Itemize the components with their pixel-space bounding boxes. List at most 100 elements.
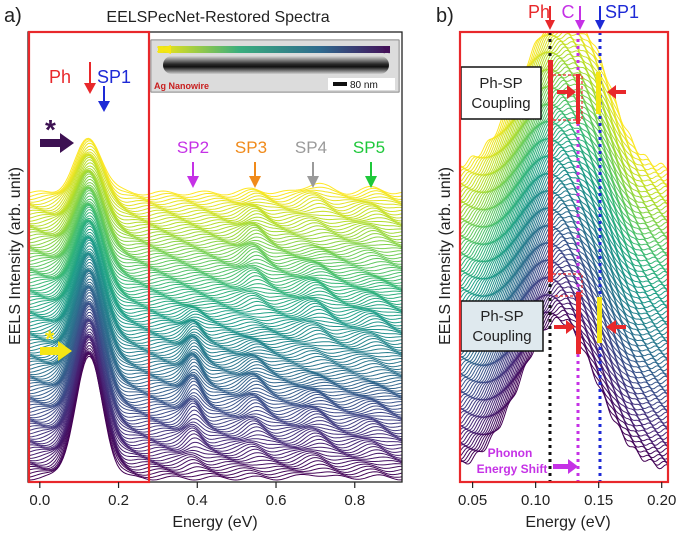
panel-a-title: EELSPecNet-Restored Spectra	[106, 9, 329, 26]
spectrum-b-56	[460, 161, 668, 316]
coupling-label-lower-line2: Coupling	[472, 328, 531, 345]
spectrum-a-99	[28, 173, 402, 244]
spectrum-a-16	[28, 328, 402, 443]
panel-a-x-axis: 0.0 0.2 0.4 0.6 0.8	[29, 482, 365, 509]
spectrum-a-44	[28, 275, 402, 376]
spectrum-a-13	[28, 335, 402, 450]
spectrum-a-86	[28, 201, 402, 275]
spectrum-a-88	[28, 195, 402, 270]
spectrum-a-119	[28, 137, 402, 196]
scan-path-gradient	[158, 46, 390, 53]
panel-b-y-label: EELS Intensity (arb. unit)	[437, 167, 454, 345]
spectrum-b-100	[460, 38, 668, 195]
upper-ph-marker	[576, 74, 580, 124]
spectrum-a-49	[28, 268, 402, 363]
spectrum-a-4	[28, 351, 402, 471]
spectrum-a-96	[28, 182, 402, 251]
shift-arrow-head	[568, 459, 578, 474]
spectrum-a-75	[28, 219, 402, 301]
spectrum-a-9	[28, 339, 402, 459]
panel-b-x-axis: 0.05 0.10 0.15 0.20	[458, 482, 676, 509]
spectrum-b-49	[460, 180, 668, 336]
spectrum-a-69	[28, 231, 402, 316]
x-tick-label: 0.2	[108, 492, 129, 509]
spectrum-a-62	[28, 242, 402, 333]
upper-sp-marker	[596, 72, 601, 114]
spectrum-a-42	[28, 281, 402, 380]
shift-label-line1: Phonon	[488, 446, 533, 460]
ph-arrow-b	[545, 6, 555, 30]
sp1-label-b: SP1	[605, 2, 639, 22]
sp5-label: SP5	[353, 138, 385, 157]
panel-b-peak-annotations: Ph C SP1	[528, 2, 639, 30]
spectrum-b-12	[460, 283, 668, 437]
spectrum-a-70	[28, 228, 402, 313]
spectrum-b-97	[460, 46, 668, 205]
coupling-label-lower-line1: Ph-SP	[480, 308, 523, 325]
c-arrow-b	[575, 6, 585, 30]
scan-start-arrow	[159, 45, 171, 54]
spectrum-a-79	[28, 212, 402, 292]
lower-sp-marker	[597, 297, 602, 343]
spectrum-a-111	[28, 153, 402, 215]
x-tick-label: 0.10	[521, 492, 550, 509]
sp3-arrow	[249, 162, 261, 188]
spectrum-a-5	[28, 350, 402, 469]
spectrum-b-104	[460, 32, 668, 185]
spectrum-a-107	[28, 159, 402, 225]
spectrum-a-18	[28, 322, 402, 438]
spectrum-a-80	[28, 209, 402, 289]
spectrum-a-7	[28, 345, 402, 464]
spectrum-a-14	[28, 333, 402, 447]
spectrum-a-115	[28, 145, 402, 206]
x-tick-label: 0.05	[458, 492, 487, 509]
sp1-arrow-b	[595, 6, 605, 30]
x-tick-label: 0.0	[29, 492, 50, 509]
spectrum-b-109	[460, 32, 668, 171]
coupling-markings	[548, 60, 626, 354]
spectrum-a-68	[28, 234, 402, 318]
spectrum-a-108	[28, 156, 402, 222]
panel-a-label: a)	[4, 5, 22, 27]
upper-left-arrow	[557, 85, 576, 99]
spectrum-a-95	[28, 184, 402, 254]
yellow-arrow-marker	[40, 341, 72, 361]
x-tick-label: 0.20	[647, 492, 676, 509]
spectrum-a-72	[28, 223, 402, 309]
spectrum-a-23	[28, 317, 402, 426]
spectrum-a-63	[28, 239, 402, 330]
spectrum-b-24	[460, 249, 668, 404]
spectrum-a-40	[28, 285, 402, 385]
spectrum-b-9	[460, 293, 668, 447]
x-tick-label: 0.15	[584, 492, 613, 509]
spectrum-a-113	[28, 151, 402, 210]
spectrum-b-106	[460, 32, 668, 178]
spectrum-b-87	[460, 74, 668, 231]
upper-right-arrow	[607, 85, 626, 99]
shift-arrow-shaft	[553, 464, 570, 469]
lower-coupling-outline	[553, 273, 583, 297]
sp4-label: SP4	[295, 138, 327, 157]
phonon-energy-shift-annotation: Phonon Energy Shift	[477, 446, 578, 476]
spectrum-a-34	[28, 295, 402, 400]
c-label-b: C	[562, 2, 575, 22]
sp3-label: SP3	[235, 138, 267, 157]
spectrum-a-41	[28, 284, 402, 383]
spectrum-a-102	[28, 170, 402, 237]
purple-star-marker: *	[45, 114, 56, 145]
scale-bar-background	[328, 78, 395, 90]
spectrum-a-0	[28, 355, 402, 481]
spectrum-a-106	[28, 162, 402, 227]
spectrum-a-33	[28, 298, 402, 402]
spectrum-a-57	[28, 253, 402, 344]
lower-left-arrow	[554, 320, 575, 334]
ph-arrow-a	[84, 62, 96, 94]
spectrum-a-43	[28, 278, 402, 378]
spectrum-b-75	[460, 108, 668, 264]
spectrum-a-112	[28, 153, 402, 213]
sp2-arrow	[187, 162, 199, 188]
spectrum-a-71	[28, 225, 402, 311]
upper-coupling-outline	[553, 74, 583, 121]
spectrum-b-28	[460, 239, 668, 395]
